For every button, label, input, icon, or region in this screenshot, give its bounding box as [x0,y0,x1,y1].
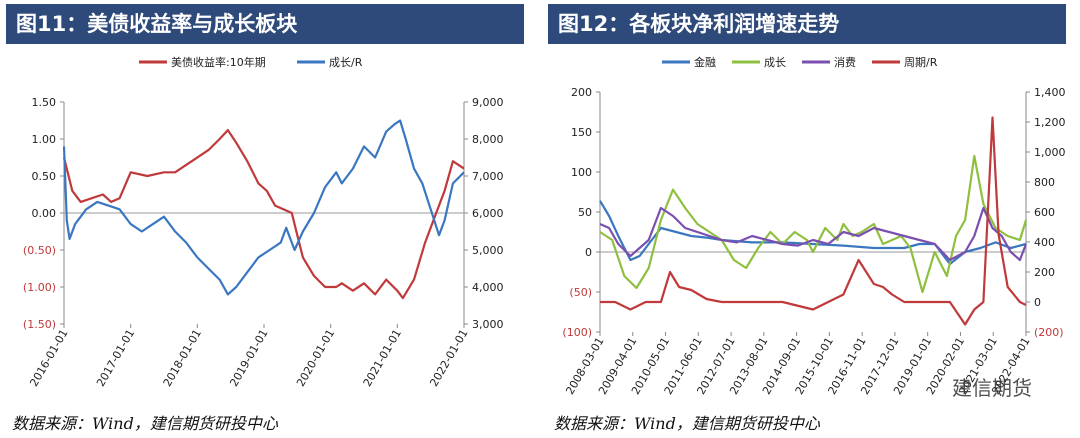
left-chart-y-right-tick-label: 7,000 [472,170,504,183]
right-chart-y-left-tick-label: 0 [585,246,592,259]
right-chart-y-right-tick-label: 1,400 [1034,86,1066,99]
right-chart-legend-label-0: 金融 [694,55,716,69]
right-chart-legend: 金融 成长 消费 周期/R [662,55,938,69]
left-chart-panel: 图11：美债收益率与成长板块 美债收益率:10年期 成长/R 1.50 1.00 0.5… [6,0,530,438]
left-chart-y-left-tick-label: 1.00 [32,133,57,146]
left-chart-x-tick-label: 2016-01-01 [27,327,70,389]
right-chart-y-right-tick-label: 1,000 [1034,146,1066,159]
watermark-logo: 建信期货 [952,376,1032,400]
right-chart-y-right-tick-label: 200 [1034,266,1055,279]
left-chart-y-right-tick-label: 4,000 [472,281,504,294]
right-source-note: 数据来源：Wind，建信期货研投中心 [554,414,820,433]
left-chart-x-tick-label: 2018-01-01 [161,327,204,389]
right-chart: 金融 成长 消费 周期/R 200 150 100 50 0 (50) (100) 1,400 1,20… [562,55,1066,397]
left-chart-x-tick-label: 2020-01-01 [294,327,337,389]
right-chart-y-left-tick-label: 150 [571,126,592,139]
left-chart: 美债收益率:10年期 成长/R 1.50 1.00 0.50 0.00 (0.50) (1.0… [23,55,504,389]
right-chart-title: 图12：各板块净利润增速走势 [548,4,1066,44]
right-chart-series-line-1 [599,154,1028,294]
right-chart-y-left-tick-label: 200 [571,86,592,99]
right-chart-y-left-tick-label: (100) [562,326,592,339]
right-chart-series-line-3 [600,116,1027,326]
left-chart-legend-label-0: 美债收益率:10年期 [171,55,266,69]
right-chart-y-left-tick-label: 50 [578,206,592,219]
left-chart-y-left-tick-label: (1.50) [23,318,56,331]
left-chart-x-tick-label: 2021-01-01 [361,327,404,389]
right-chart-y-right-tick-label: 400 [1034,236,1055,249]
left-chart-y-left-tick-label: (0.50) [23,244,56,257]
left-chart-legend-label-1: 成长/R [329,56,363,69]
left-chart-x-tick-label: 2017-01-01 [94,327,137,389]
left-chart-x-tick-label: 2022-01-01 [427,327,470,389]
left-chart-y-right-tick-label: 8,000 [472,133,504,146]
left-chart-legend: 美债收益率:10年期 成长/R [139,55,363,69]
left-chart-y-left-tick-label: 0.50 [32,170,57,183]
left-chart-y-right-tick-label: 5,000 [472,244,504,257]
right-chart-y-right-tick-label: 1,200 [1034,116,1066,129]
left-chart-y-left-tick-label: 0.00 [32,207,57,220]
right-chart-y-left-tick-label: (50) [569,286,592,299]
right-chart-series-line-2 [599,206,1028,262]
right-chart-legend-label-1: 成长 [764,56,786,69]
left-chart-series-line-1 [62,119,465,296]
left-chart-y-right-tick-label: 9,000 [472,96,504,109]
left-chart-y-right-tick-label: 3,000 [472,318,504,331]
right-chart-y-right-tick-label: 600 [1034,206,1055,219]
left-chart-y-right-tick-label: 6,000 [472,207,504,220]
right-chart-y-right-tick-label: (200) [1034,326,1064,339]
right-chart-legend-label-3: 周期/R [904,56,938,69]
left-chart-title: 图11：美债收益率与成长板块 [6,4,524,44]
right-chart-y-right-tick-label: 0 [1034,296,1041,309]
left-chart-series-line-0 [62,129,465,300]
right-chart-legend-label-2: 消费 [834,55,856,69]
left-chart-y-left-tick-label: (1.00) [23,281,56,294]
right-chart-y-left-tick-label: 100 [571,166,592,179]
left-chart-y-left-tick-label: 1.50 [32,96,57,109]
left-source-note: 数据来源：Wind，建信期货研投中心 [12,414,278,433]
left-chart-x-tick-label: 2019-01-01 [227,327,270,389]
right-chart-panel: 图12：各板块净利润增速走势 金融 成长 消费 周期/R 200 150 100 50 0 (50… [548,0,1072,438]
right-chart-y-right-tick-label: 800 [1034,176,1055,189]
